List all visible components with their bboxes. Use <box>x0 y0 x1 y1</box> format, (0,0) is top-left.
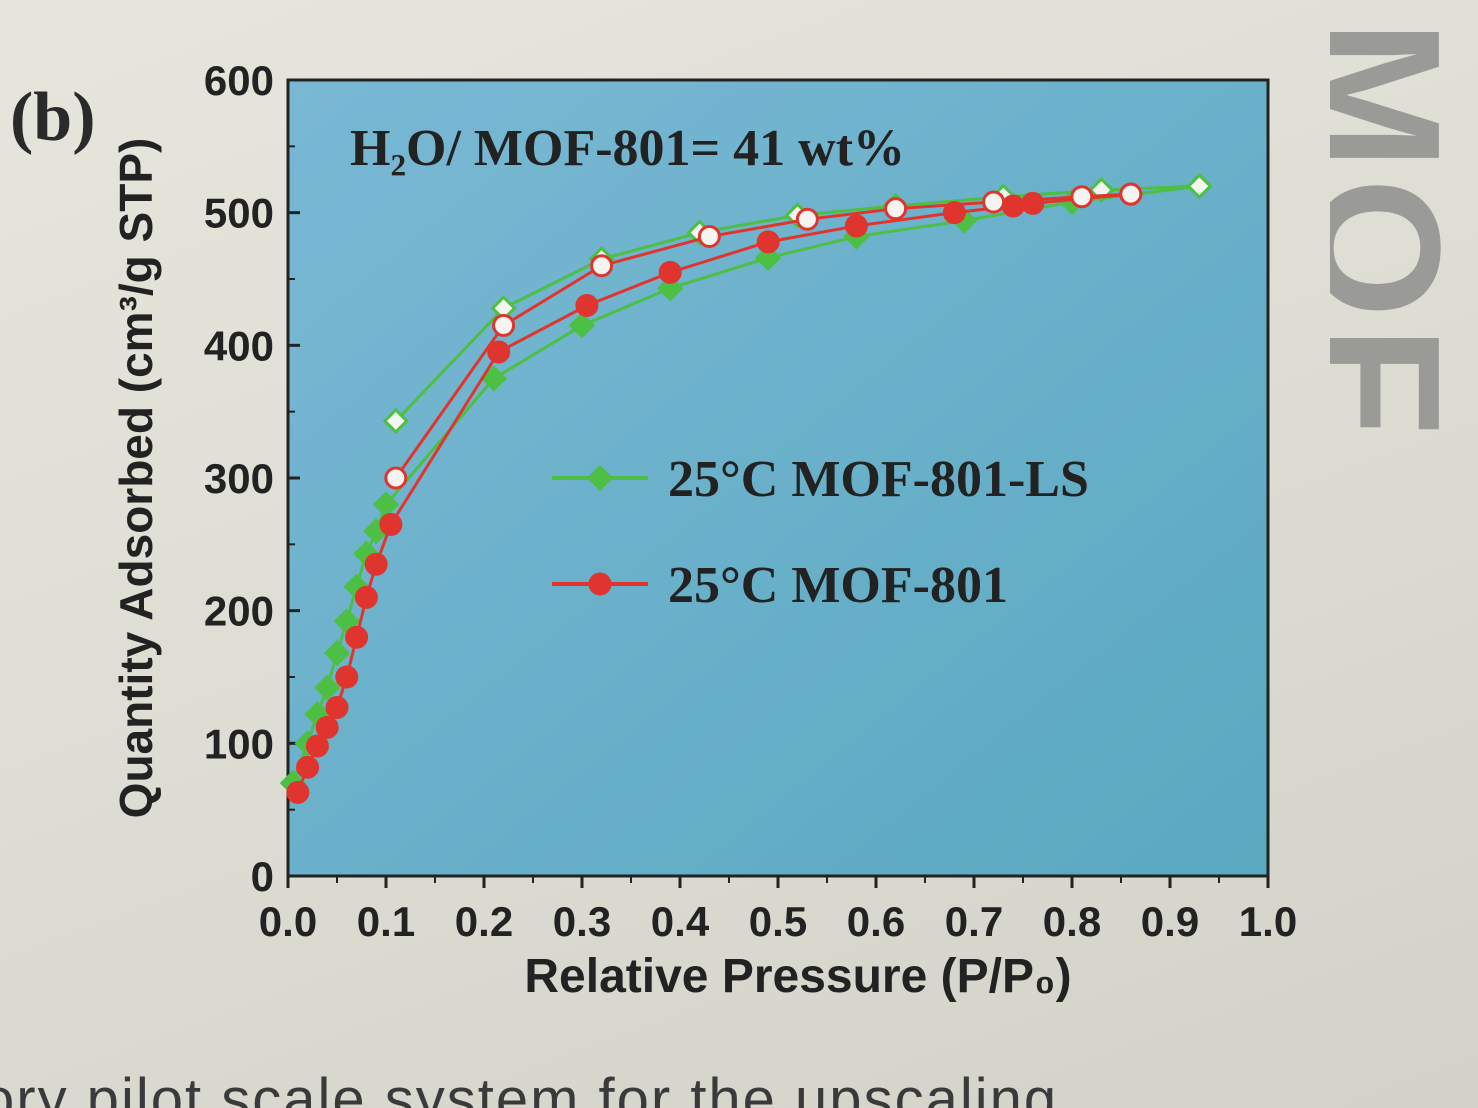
desorption-point <box>697 225 721 249</box>
x-tick-label: 0.6 <box>847 898 905 945</box>
y-axis-label: Quantity Adsorbed (cm³/g STP) <box>110 138 162 819</box>
adsorption-point <box>364 552 388 576</box>
legend-label: 25°C MOF-801 <box>668 557 1008 614</box>
desorption-point <box>590 254 614 278</box>
y-tick-label: 600 <box>204 57 274 104</box>
desorption-point <box>1119 182 1143 206</box>
adsorption-point <box>286 780 310 804</box>
adsorption-point <box>586 464 614 492</box>
adsorption-point <box>296 755 320 779</box>
adsorption-point <box>658 260 682 284</box>
y-tick-label: 200 <box>204 588 274 635</box>
adsorption-point <box>756 230 780 254</box>
desorption-point <box>884 197 908 221</box>
x-tick-label: 0.2 <box>455 898 513 945</box>
x-tick-label: 0.7 <box>945 898 1003 945</box>
adsorption-point <box>487 340 511 364</box>
adsorption-point <box>480 365 507 392</box>
adsorption-point <box>335 665 359 689</box>
axes: 0 100 200 300 400 500 600 0.0 0.1 0.2 0.3 0.4 0.5 0.6… <box>204 57 1297 945</box>
adsorption-point <box>314 674 341 701</box>
desorption-point <box>982 190 1006 214</box>
desorption-point <box>384 466 408 490</box>
background-page-fragment: MOF <box>1330 0 1478 1058</box>
adsorption-point <box>575 294 599 318</box>
legend-item: 25°C MOF-801 <box>552 557 1008 614</box>
adsorption-point <box>588 572 612 596</box>
adsorption-point <box>325 696 349 720</box>
desorption-point <box>1186 173 1213 200</box>
adsorption-point <box>305 734 329 758</box>
y-tick-label: 400 <box>204 322 274 369</box>
y-tick-label: 100 <box>204 720 274 767</box>
x-tick-label: 0.0 <box>259 898 317 945</box>
side-text-fragment: MOF <box>1330 20 1477 444</box>
x-tick-label: 0.3 <box>553 898 611 945</box>
x-tick-label: 0.4 <box>651 898 710 945</box>
x-tick-label: 0.1 <box>357 898 415 945</box>
plot-area <box>288 80 1268 876</box>
adsorption-point <box>323 639 351 667</box>
adsorption-point <box>354 585 378 609</box>
panel-label: (b) <box>10 79 96 156</box>
legend-item: 25°C MOF-801-LS <box>552 451 1089 508</box>
adsorption-point <box>755 244 782 271</box>
adsorption-point <box>568 312 596 339</box>
chart-title: H₂O/ MOF-801= 41 wt% <box>350 120 905 177</box>
adsorption-point <box>345 625 369 649</box>
isotherm-chart: 0 100 200 300 400 500 600 0.0 0.1 0.2 0.3 0.4 0.5 0.6… <box>110 57 1297 1003</box>
desorption-point <box>795 207 819 231</box>
adsorption-point <box>1021 191 1045 215</box>
desorption-point <box>1070 185 1094 209</box>
x-tick-label: 1.0 <box>1239 898 1297 945</box>
adsorption-point <box>657 275 684 302</box>
series-layer <box>279 173 1213 804</box>
adsorption-point <box>379 512 403 536</box>
caption-text-fragment: ory pilot scale system for the upscaling <box>0 1067 1059 1108</box>
caption-strip: ory pilot scale system for the upscaling <box>0 1058 1478 1108</box>
x-axis-label: Relative Pressure (P/P₀) <box>524 950 1071 1003</box>
x-tick-label: 0.9 <box>1141 898 1199 945</box>
y-tick-label: 0 <box>251 853 274 900</box>
legend-label: 25°C MOF-801-LS <box>668 451 1089 508</box>
series-mof-801 <box>286 182 1143 804</box>
adsorption-point <box>942 201 966 225</box>
x-tick-label: 0.5 <box>749 898 807 945</box>
adsorption-point <box>315 715 339 739</box>
legend: 25°C MOF-801-LS 25°C MOF-801 <box>552 451 1089 614</box>
y-tick-label: 300 <box>204 455 274 502</box>
y-tick-label: 500 <box>204 190 274 237</box>
adsorption-point <box>844 214 868 238</box>
desorption-point <box>492 313 516 337</box>
desorption-point <box>382 407 409 435</box>
x-tick-label: 0.8 <box>1043 898 1101 945</box>
